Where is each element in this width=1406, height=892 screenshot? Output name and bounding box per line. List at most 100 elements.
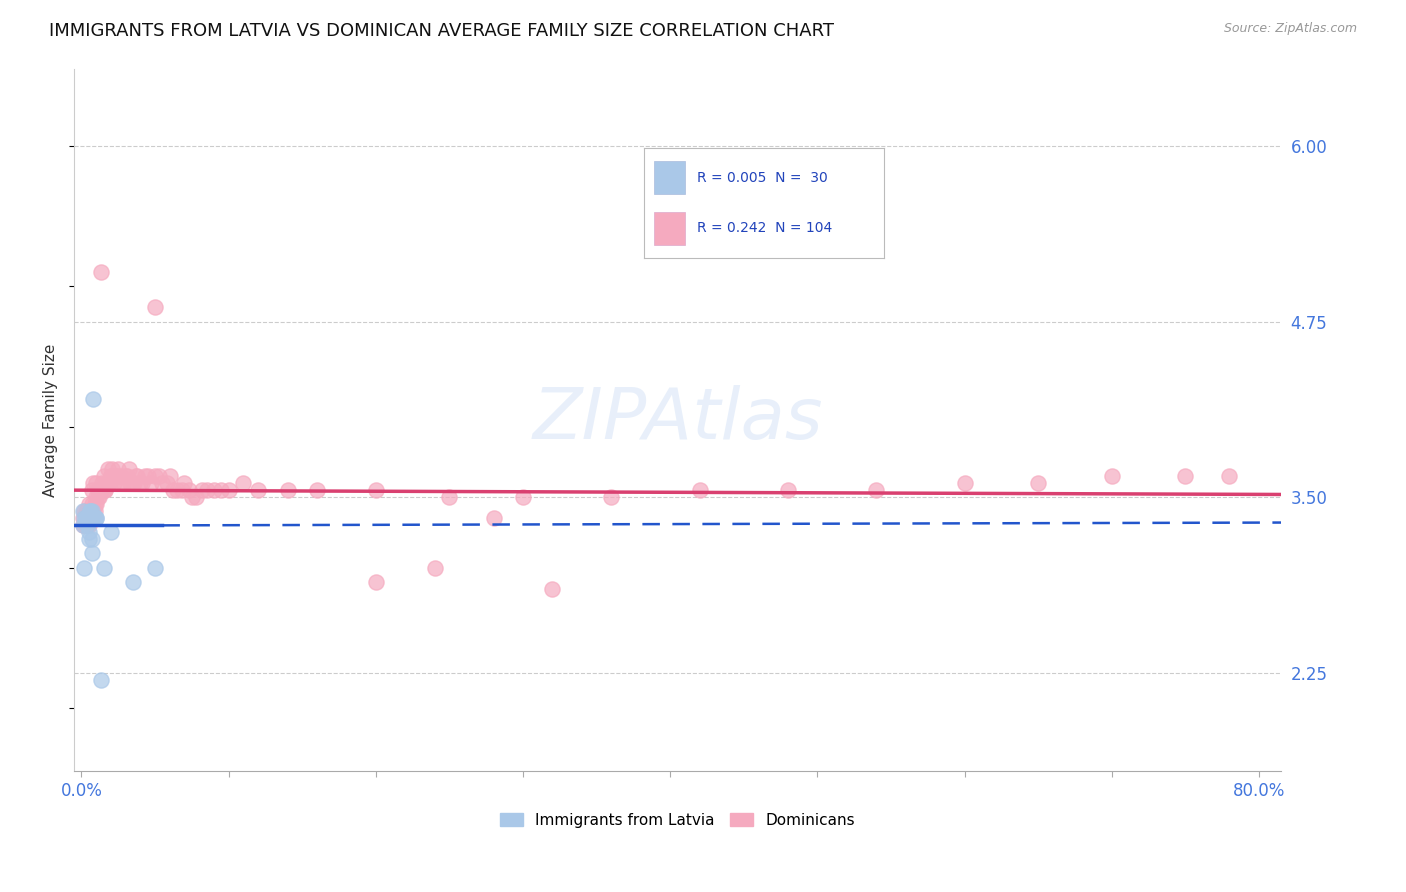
Point: [865, 483, 887, 498]
Point: [90, 483, 112, 498]
Point: [80, 497, 103, 511]
Point: [134, 469, 156, 483]
Point: [75, 511, 97, 525]
Point: [84, 511, 107, 525]
Point: [1101, 469, 1123, 483]
Point: [195, 483, 218, 498]
Point: [218, 483, 240, 498]
Point: [83, 511, 105, 525]
Point: [77, 511, 100, 525]
Point: [118, 476, 141, 491]
Point: [80, 504, 103, 518]
Point: [173, 476, 195, 491]
Bar: [654, 212, 685, 245]
Point: [79, 504, 101, 518]
Point: [166, 483, 188, 498]
Point: [124, 476, 146, 491]
Point: [364, 483, 387, 498]
Point: [364, 574, 387, 589]
Point: [86, 490, 108, 504]
Point: [305, 483, 328, 498]
Point: [82, 511, 104, 525]
Point: [80, 546, 103, 560]
Point: [512, 490, 534, 504]
Point: [1026, 476, 1049, 491]
Point: [191, 483, 214, 498]
Point: [77, 504, 100, 518]
Point: [83, 497, 105, 511]
Point: [105, 469, 128, 483]
Point: [209, 483, 232, 498]
Point: [170, 483, 193, 498]
Point: [100, 469, 122, 483]
Point: [159, 469, 181, 483]
Point: [82, 392, 104, 406]
Point: [114, 469, 136, 483]
Point: [79, 504, 101, 518]
Point: [73, 504, 96, 518]
Point: [94, 483, 117, 498]
Point: [79, 511, 101, 525]
Point: [110, 469, 132, 483]
Point: [82, 504, 104, 518]
Point: [76, 518, 98, 533]
Point: [75, 504, 97, 518]
Point: [953, 476, 976, 491]
Point: [177, 483, 200, 498]
Point: [152, 476, 174, 491]
Point: [90, 265, 112, 279]
Point: [117, 462, 139, 476]
Point: [80, 511, 103, 525]
Point: [1218, 469, 1240, 483]
Point: [180, 490, 202, 504]
Point: [75, 511, 97, 525]
Text: ZIPAtlas: ZIPAtlas: [533, 385, 823, 454]
Point: [776, 483, 799, 498]
Point: [83, 504, 105, 518]
Point: [75, 518, 97, 533]
Point: [96, 476, 118, 491]
Point: [98, 476, 121, 491]
Point: [100, 525, 122, 540]
Point: [127, 469, 149, 483]
Point: [122, 476, 145, 491]
Point: [104, 469, 127, 483]
Point: [148, 469, 170, 483]
Point: [73, 511, 96, 525]
Point: [115, 469, 138, 483]
Point: [202, 483, 225, 498]
Point: [80, 483, 103, 498]
Point: [108, 476, 131, 491]
Point: [143, 469, 166, 483]
Point: [87, 483, 110, 498]
Point: [72, 511, 94, 525]
Point: [79, 504, 101, 518]
Bar: [654, 161, 685, 194]
Point: [97, 462, 120, 476]
Point: [72, 518, 94, 533]
Point: [247, 483, 270, 498]
Point: [143, 560, 166, 574]
Point: [439, 490, 461, 504]
Point: [73, 560, 96, 574]
Point: [77, 497, 100, 511]
Point: [84, 476, 107, 491]
Point: [76, 504, 98, 518]
Text: Source: ZipAtlas.com: Source: ZipAtlas.com: [1223, 22, 1357, 36]
Point: [72, 504, 94, 518]
Point: [79, 511, 101, 525]
Point: [186, 490, 208, 504]
Point: [93, 560, 115, 574]
Point: [82, 511, 104, 525]
Point: [94, 483, 117, 498]
Point: [156, 476, 179, 491]
Point: [79, 511, 101, 525]
Legend: Immigrants from Latvia, Dominicans: Immigrants from Latvia, Dominicans: [494, 806, 860, 834]
Point: [143, 301, 166, 315]
Point: [107, 462, 129, 476]
Point: [80, 533, 103, 547]
Point: [100, 469, 122, 483]
Point: [93, 483, 115, 498]
Point: [93, 469, 115, 483]
Point: [111, 476, 134, 491]
